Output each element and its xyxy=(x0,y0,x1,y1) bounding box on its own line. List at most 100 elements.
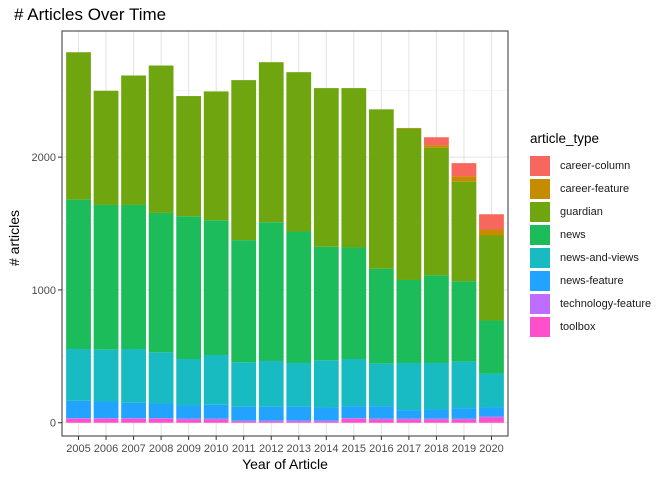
legend-item-guardian: guardian xyxy=(530,200,651,223)
bar-technology-feature-2006 xyxy=(93,418,119,419)
x-tick-label: 2020 xyxy=(479,443,503,455)
bar-news-and-views-2017 xyxy=(396,362,422,411)
legend-key-toolbox xyxy=(530,316,550,337)
bar-guardian-2012 xyxy=(258,62,284,223)
bar-technology-feature-2017 xyxy=(396,418,422,420)
legend-label-career-column: career-column xyxy=(560,159,631,172)
bar-toolbox-2020 xyxy=(479,417,504,423)
bar-toolbox-2007 xyxy=(121,418,146,423)
bar-guardian-2017 xyxy=(396,128,422,280)
bar-news-and-views-2016 xyxy=(368,363,394,407)
bar-technology-feature-2016 xyxy=(368,418,394,420)
bar-toolbox-2006 xyxy=(93,418,119,423)
legend-key-news xyxy=(530,224,550,245)
bar-news-and-views-2006 xyxy=(93,349,119,402)
bar-news-and-views-2014 xyxy=(313,360,339,408)
legend-item-news-feature: news-feature xyxy=(530,269,651,292)
bar-guardian-2008 xyxy=(148,65,174,213)
plot-border xyxy=(61,30,509,437)
bar-news-2018 xyxy=(424,275,449,363)
legend-key-career-column xyxy=(530,155,550,176)
bar-news-2014 xyxy=(313,246,339,361)
x-tick-label: 2005 xyxy=(66,443,90,455)
bar-toolbox-2005 xyxy=(66,418,91,423)
bar-technology-feature-2005 xyxy=(66,418,91,419)
legend-label-toolbox: toolbox xyxy=(560,320,596,333)
bar-career-feature-2019 xyxy=(451,176,477,182)
bar-guardian-2005 xyxy=(66,52,91,200)
legend-key-news-and-views xyxy=(530,247,550,268)
bar-news-and-views-2005 xyxy=(66,349,91,401)
y-tick-label: 0 xyxy=(50,418,56,430)
bar-toolbox-2010 xyxy=(203,419,229,423)
legend-label-career-feature: career-feature xyxy=(560,182,630,195)
legend-item-career-column: career-column xyxy=(530,154,651,177)
bar-news-and-views-2020 xyxy=(479,373,504,408)
bar-toolbox-2017 xyxy=(396,419,422,423)
bar-career-feature-2017 xyxy=(396,127,422,129)
bar-guardian-2010 xyxy=(203,91,229,221)
x-tick-label: 2017 xyxy=(397,443,421,455)
bar-news-feature-2016 xyxy=(368,406,394,419)
legend-key-guardian xyxy=(530,201,550,222)
x-tick-label: 2015 xyxy=(342,443,366,455)
legend: article_type career-column career-feature… xyxy=(530,131,651,338)
bar-news-2006 xyxy=(93,204,119,350)
x-tick-label: 2008 xyxy=(149,443,173,455)
legend-label-news-and-views: news-and-views xyxy=(560,251,639,264)
bar-guardian-2016 xyxy=(368,109,394,269)
y-tick-label: 2000 xyxy=(32,152,56,164)
bar-technology-feature-2012 xyxy=(258,420,284,422)
bar-technology-feature-2007 xyxy=(121,418,146,419)
bar-career-column-2020 xyxy=(479,214,504,230)
bar-career-feature-2020 xyxy=(479,229,504,236)
bar-career-column-2018 xyxy=(424,137,449,146)
legend-key-news-feature xyxy=(530,270,550,291)
legend-item-career-feature: career-feature xyxy=(530,177,651,200)
bar-news-2008 xyxy=(148,212,174,353)
bar-guardian-2006 xyxy=(93,90,119,205)
bar-news-and-views-2019 xyxy=(451,361,477,409)
bar-news-and-views-2009 xyxy=(176,358,202,406)
bar-guardian-2020 xyxy=(479,235,504,321)
x-tick-label: 2010 xyxy=(204,443,228,455)
bar-technology-feature-2020 xyxy=(479,416,504,418)
bar-toolbox-2008 xyxy=(148,418,174,423)
legend-label-news: news xyxy=(560,228,586,241)
bar-technology-feature-2014 xyxy=(313,420,339,422)
bar-technology-feature-2013 xyxy=(286,420,312,422)
bar-guardian-2013 xyxy=(286,72,312,232)
bar-news-2007 xyxy=(121,204,146,350)
bar-guardian-2009 xyxy=(176,96,202,217)
bar-guardian-2007 xyxy=(121,75,146,205)
bar-news-and-views-2011 xyxy=(231,362,257,407)
bar-news-feature-2020 xyxy=(479,407,504,417)
bar-news-2009 xyxy=(176,216,202,359)
x-tick-label: 2019 xyxy=(452,443,476,455)
legend-item-toolbox: toolbox xyxy=(530,315,651,338)
bar-news-2015 xyxy=(341,247,367,359)
bar-news-feature-2013 xyxy=(286,406,312,421)
legend-item-technology-feature: technology-feature xyxy=(530,292,651,315)
bar-news-2013 xyxy=(286,231,312,363)
bar-news-and-views-2013 xyxy=(286,362,312,407)
bar-news-feature-2009 xyxy=(176,405,202,419)
x-tick-label: 2013 xyxy=(287,443,311,455)
x-tick-label: 2009 xyxy=(176,443,200,455)
bar-news-feature-2008 xyxy=(148,403,174,419)
bar-toolbox-2019 xyxy=(451,419,477,423)
x-tick-label: 2014 xyxy=(314,443,338,455)
bar-news-feature-2007 xyxy=(121,402,146,419)
bar-toolbox-2013 xyxy=(286,421,312,423)
bar-guardian-2015 xyxy=(341,88,367,248)
bar-news-and-views-2010 xyxy=(203,355,229,405)
chart-title: # Articles Over Time xyxy=(14,5,167,24)
bar-news-2010 xyxy=(203,220,229,355)
y-tick-label: 1000 xyxy=(32,285,56,297)
bar-news-and-views-2015 xyxy=(341,358,367,407)
bar-guardian-2018 xyxy=(424,147,449,276)
bar-toolbox-2014 xyxy=(313,421,339,423)
bar-toolbox-2016 xyxy=(368,419,394,423)
bar-news-feature-2018 xyxy=(424,409,449,419)
